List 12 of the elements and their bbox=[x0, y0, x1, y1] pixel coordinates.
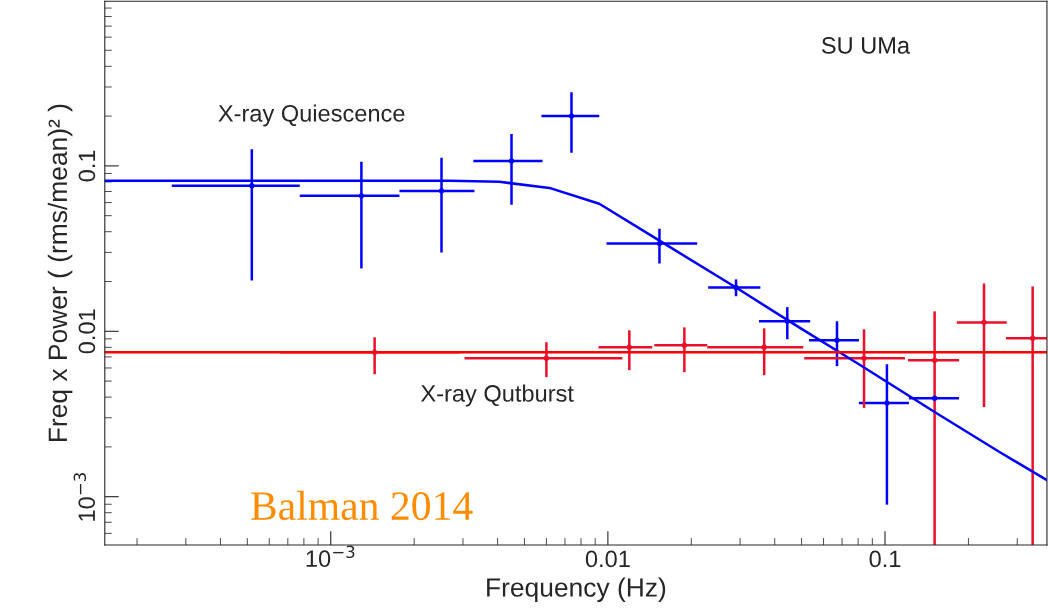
y-axis-title: Freq x Power ( (rms/mean)² ) bbox=[47, 104, 73, 442]
x-axis-title: Frequency (Hz) bbox=[487, 577, 666, 603]
x-tick-label: 10$^{−3}$ bbox=[306, 545, 355, 568]
text: X-ray Quiescence bbox=[218, 104, 405, 127]
y-tick-label: 0.01 bbox=[78, 309, 96, 354]
x-tick-label: 0.01 bbox=[585, 550, 630, 568]
annotation: SU UMa bbox=[821, 37, 911, 54]
series-label: X-ray Qutburst bbox=[420, 384, 574, 407]
y-tick-label: 10$^{−3}$ bbox=[73, 473, 96, 521]
annotation: Balman 2014 bbox=[251, 490, 473, 521]
y-tick-label: 0.1 bbox=[78, 150, 96, 182]
x-tick-label: 0.1 bbox=[869, 550, 901, 568]
